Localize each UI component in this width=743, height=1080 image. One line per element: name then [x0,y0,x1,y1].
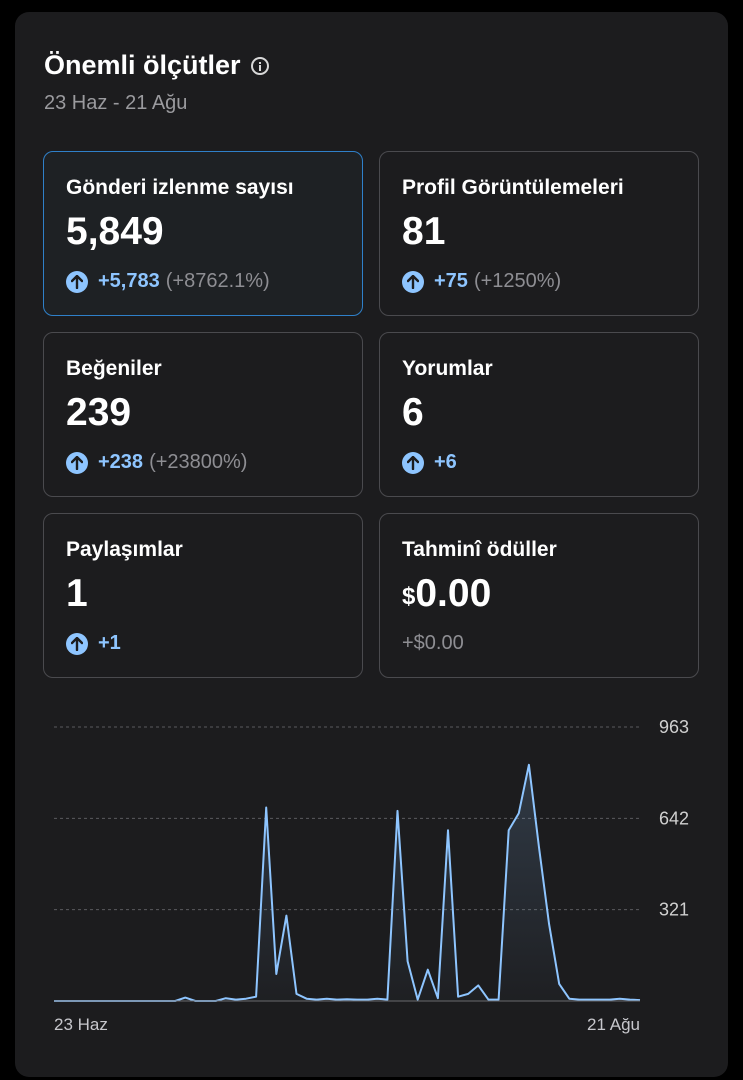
delta-value: +238 [98,451,144,473]
card-label: Beğeniler [66,357,162,380]
title-text: Önemli ölçütler [44,50,241,80]
card-estimated-rewards[interactable]: Tahminî ödüller $0.00 +$0.00 [379,513,699,678]
card-value: 239 [66,391,132,434]
y-tick-label: 642 [659,808,689,828]
y-tick-label: 321 [659,900,689,920]
chart-grid [54,726,640,911]
delta-percent: (+8762.1%) [165,270,270,292]
card-delta: +1 [66,632,121,655]
chart-y-ticks: 963 642 321 [659,717,689,920]
card-profile-views[interactable]: Profil Görüntülemeleri 81 +75 (+1250%) [379,151,699,316]
card-label: Paylaşımlar [66,538,183,561]
page-title: Önemli ölçütler [44,50,269,81]
card-delta: +5,783 (+8762.1%) [66,270,270,293]
delta-percent: (+1250%) [473,270,562,292]
delta-value: +75 [434,270,468,292]
card-value: 81 [402,210,446,253]
delta-percent: (+23800%) [149,451,248,473]
arrow-up-icon [66,451,88,474]
card-post-views[interactable]: Gönderi izlenme sayısı 5,849 +5,783 (+87… [43,151,363,316]
delta-value: +6 [434,451,457,473]
chart-area [54,764,640,1001]
card-label: Profil Görüntülemeleri [402,176,624,199]
x-axis-end-label: 21 Ağu [587,1015,640,1034]
card-value: 6 [402,391,424,434]
card-delta: +6 [402,451,457,474]
delta-value: +5,783 [98,270,160,292]
card-delta: +238 (+23800%) [66,451,247,474]
x-axis-start-label: 23 Haz [54,1015,108,1034]
currency-symbol: $ [402,583,416,610]
delta-value: +$0.00 [402,632,464,654]
card-comments[interactable]: Yorumlar 6 +6 [379,332,699,497]
card-value-number: 0.00 [415,572,492,615]
card-label: Tahminî ödüller [402,538,557,561]
arrow-up-icon [402,270,424,293]
card-value: 1 [66,572,88,615]
card-delta: +$0.00 [402,632,464,655]
card-likes[interactable]: Beğeniler 239 +238 (+23800%) [43,332,363,497]
date-range: 23 Haz - 21 Ağu [44,92,188,114]
arrow-up-icon [66,632,88,655]
arrow-up-icon [66,270,88,293]
card-label: Gönderi izlenme sayısı [66,176,294,199]
card-shares[interactable]: Paylaşımlar 1 +1 [43,513,363,678]
info-icon[interactable] [250,56,269,75]
delta-value: +1 [98,632,121,654]
card-value: 5,849 [66,210,164,253]
arrow-up-icon [402,451,424,474]
card-label: Yorumlar [402,357,493,380]
card-value: $0.00 [402,572,491,616]
y-tick-label: 963 [659,717,689,737]
card-delta: +75 (+1250%) [402,270,561,293]
